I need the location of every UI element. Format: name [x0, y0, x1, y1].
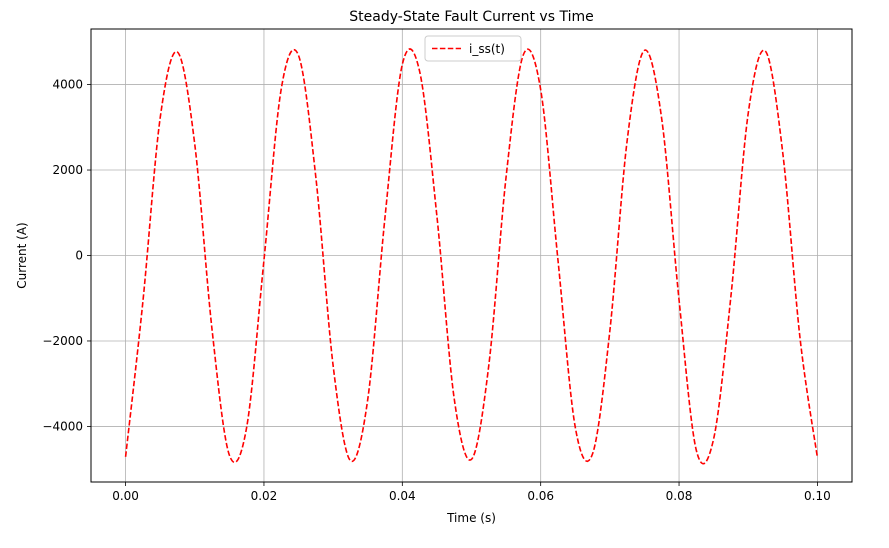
y-tick-label: 0: [75, 249, 83, 263]
legend-box: [424, 35, 522, 62]
x-tick-label: 0.04: [389, 489, 416, 503]
x-tick-label: 0.08: [666, 489, 693, 503]
legend-entry-label: i_ss(t): [469, 42, 505, 56]
chart-title: Steady-State Fault Current vs Time: [349, 9, 593, 25]
axis-ticks: 0.00 0.02 0.04 0.06 0.08 0.10 −4000 −2000 0 2000 4…: [42, 78, 830, 503]
x-tick-label: 0.06: [527, 489, 554, 503]
y-tick-label: 4000: [52, 78, 83, 92]
x-tick-label: 0.00: [112, 489, 139, 503]
y-axis-label: Current (A): [15, 222, 29, 288]
grid: [91, 29, 852, 482]
series-layer: [124, 48, 819, 465]
x-tick-label: 0.02: [251, 489, 278, 503]
y-tick-label: −2000: [42, 334, 83, 348]
legend: i_ss(t): [424, 35, 522, 62]
series-line: [124, 48, 819, 465]
x-axis-label: Time (s): [446, 511, 496, 525]
x-tick-label: 0.10: [804, 489, 831, 503]
y-tick-label: 2000: [52, 163, 83, 177]
y-tick-label: −4000: [42, 419, 83, 433]
